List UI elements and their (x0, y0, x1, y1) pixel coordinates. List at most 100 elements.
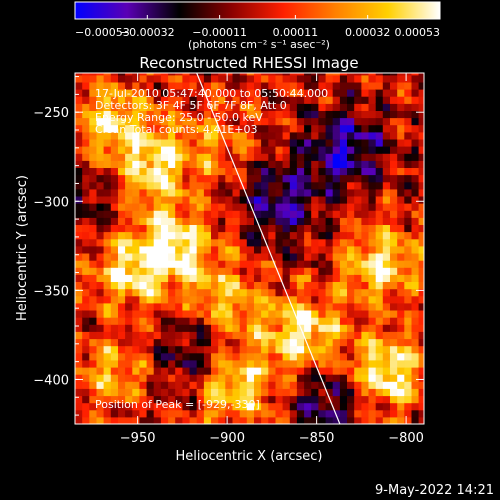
heatmap-cell (82, 174, 90, 183)
heatmap-cell (110, 203, 119, 211)
heatmap-cell (125, 73, 133, 76)
heatmap-cell (382, 174, 391, 183)
heatmap-cell (311, 388, 319, 397)
heatmap-cell (218, 138, 226, 147)
heatmap-cell (103, 317, 112, 325)
heatmap-cell (218, 409, 226, 418)
heatmap-cell (189, 245, 198, 254)
heatmap-cell (153, 288, 162, 297)
heatmap-cell (211, 117, 219, 126)
heatmap-cell (404, 324, 413, 332)
heatmap-cell (218, 253, 226, 261)
heatmap-cell (218, 74, 226, 83)
heatmap-cell (110, 338, 119, 347)
heatmap-cell (75, 253, 83, 261)
heatmap-cell (254, 73, 262, 76)
heatmap-cell (361, 103, 370, 111)
heatmap-cell (368, 345, 377, 354)
heatmap-cell (168, 203, 176, 211)
heatmap-cell (347, 167, 355, 176)
heatmap-cell (218, 274, 226, 282)
heatmap-cell (232, 231, 241, 240)
heatmap-cell (325, 409, 334, 418)
heatmap-cell (411, 117, 420, 126)
heatmap-cell (311, 409, 319, 418)
heatmap-cell (125, 96, 133, 104)
heatmap-cell (110, 267, 119, 275)
heatmap-cell (196, 274, 205, 282)
heatmap-cell (254, 281, 262, 290)
heatmap-cell (339, 367, 348, 375)
heatmap-cell (203, 188, 212, 197)
heatmap-cell (82, 302, 90, 311)
heatmap-cell (139, 73, 148, 76)
heatmap-cell (196, 110, 205, 119)
heatmap-cell (139, 195, 148, 204)
heatmap-cell (254, 295, 262, 304)
heatmap-cell (75, 260, 83, 268)
heatmap-cell (125, 110, 133, 119)
heatmap-cell (182, 274, 191, 282)
heatmap-cell (368, 395, 377, 404)
heatmap-cell (239, 231, 248, 240)
heatmap-cell (397, 416, 405, 424)
heatmap-cell (196, 302, 205, 311)
heatmap-cell (282, 74, 291, 83)
heatmap-cell (311, 381, 319, 389)
heatmap-cell (239, 267, 248, 275)
heatmap-cell (168, 231, 176, 240)
heatmap-cell (132, 224, 141, 233)
heatmap-cell (246, 160, 255, 168)
heatmap-cell (225, 416, 234, 424)
heatmap-cell (232, 395, 241, 404)
heatmap-cell (139, 324, 148, 332)
heatmap-cell (118, 359, 126, 368)
heatmap-cell (110, 260, 119, 268)
heatmap-cell (103, 181, 112, 190)
heatmap-cell (153, 117, 162, 126)
heatmap-cell (418, 367, 424, 375)
heatmap-cell (146, 253, 155, 261)
heatmap-cell (397, 110, 405, 119)
heatmap-cell (146, 302, 155, 311)
heatmap-cell (146, 359, 155, 368)
heatmap-cell (146, 395, 155, 404)
heatmap-cell (282, 110, 291, 119)
heatmap-cell (203, 103, 212, 111)
heatmap-cell (268, 96, 277, 104)
heatmap-cell (375, 324, 384, 332)
heatmap-cell (189, 295, 198, 304)
heatmap-cell (89, 124, 98, 133)
heatmap-cell (268, 374, 277, 382)
heatmap-cell (347, 395, 355, 404)
heatmap-cell (368, 110, 377, 119)
heatmap-cell (239, 374, 248, 382)
heatmap-cell (103, 388, 112, 397)
heatmap-cell (339, 288, 348, 297)
heatmap-cell (132, 131, 141, 140)
heatmap-cell (311, 217, 319, 225)
heatmap-cell (246, 253, 255, 261)
heatmap-cell (218, 281, 226, 290)
heatmap-cell (203, 253, 212, 261)
heatmap-cell (289, 153, 298, 161)
heatmap-cell (132, 195, 141, 204)
heatmap-cell (168, 416, 176, 424)
heatmap-cell (139, 231, 148, 240)
heatmap-cell (354, 416, 362, 424)
heatmap-cell (211, 302, 219, 311)
heatmap-cell (89, 338, 98, 347)
heatmap-cell (368, 367, 377, 375)
heatmap-cell (182, 73, 191, 76)
heatmap-cell (311, 195, 319, 204)
heatmap-cell (304, 409, 312, 418)
heatmap-cell (368, 81, 377, 90)
heatmap-cell (382, 374, 391, 382)
x-tick-label: −900 (209, 431, 245, 446)
heatmap-cell (354, 317, 362, 325)
heatmap-cell (160, 81, 169, 90)
heatmap-cell (182, 210, 191, 218)
heatmap-cell (347, 181, 355, 190)
heatmap-cell (404, 317, 413, 325)
heatmap-cell (182, 352, 191, 361)
